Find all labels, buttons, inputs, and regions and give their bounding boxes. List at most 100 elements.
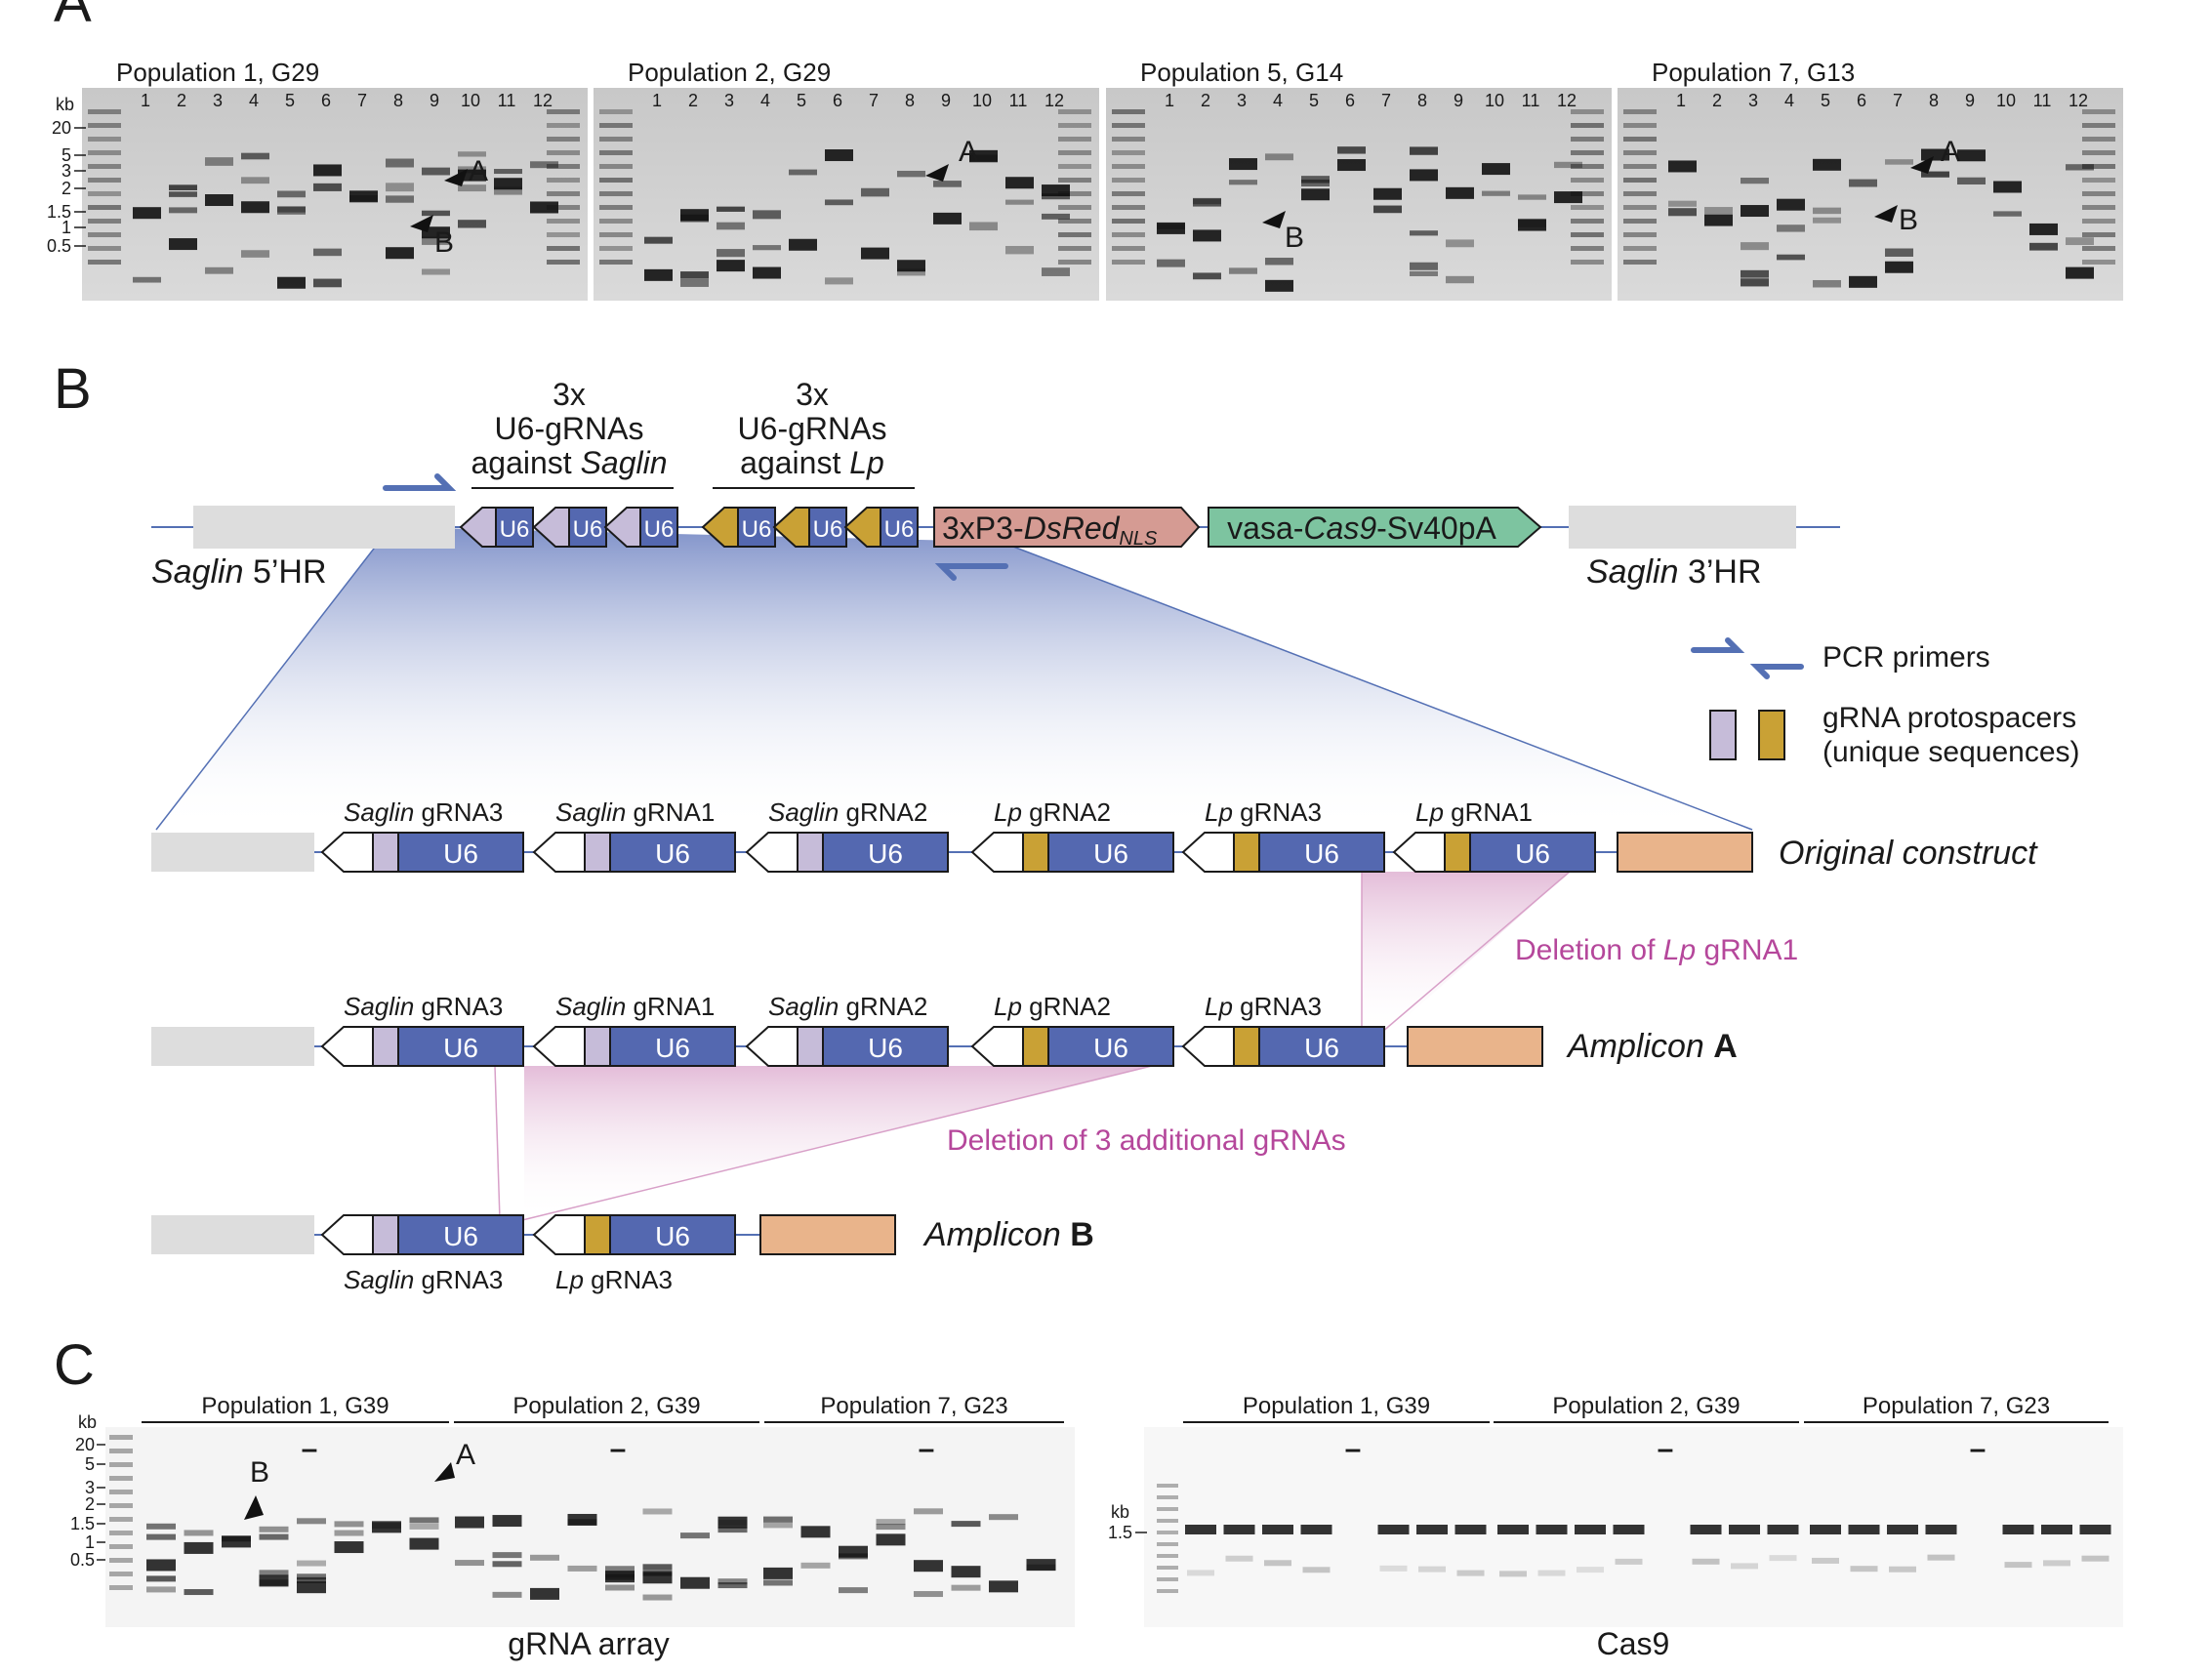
ladder-tick-label: 1.5 (70, 1514, 95, 1533)
gel-band (297, 1576, 326, 1583)
homology-arm-box (151, 1215, 314, 1254)
legend-primers-label: PCR primers (1823, 641, 1990, 674)
gel-band (1482, 190, 1510, 196)
lane-number: 5 (285, 91, 295, 110)
gel-band (644, 268, 673, 281)
gel-band (277, 206, 306, 215)
lane-number: 1 (1165, 91, 1174, 110)
gel-band (1157, 224, 1185, 229)
svg-text:3x: 3x (796, 377, 829, 412)
lane-number: 2 (1201, 91, 1210, 110)
u6-label: U6 (573, 516, 603, 543)
gel-band (241, 177, 269, 184)
gel-band (1536, 1525, 1568, 1534)
u6-label: U6 (644, 516, 675, 543)
u6-label: U6 (884, 516, 915, 543)
lane-number: 11 (1522, 91, 1540, 110)
gel-band (680, 1576, 710, 1589)
gel-band (753, 245, 781, 251)
gel-band (1416, 1525, 1448, 1534)
gel-band (184, 1589, 214, 1596)
grna-label: Saglin gRNA3 (344, 992, 503, 1021)
gel-band (897, 268, 925, 276)
gel-band (530, 1587, 559, 1600)
top-u6-cassettes: U6 U6 U6 U6 U6 U6 (459, 507, 919, 548)
gel-band (334, 1530, 364, 1536)
gel-band (567, 1565, 597, 1572)
lane-number: 2 (1712, 91, 1722, 110)
band-arrow-icon (1910, 156, 1934, 174)
gel-band (969, 154, 998, 163)
gel-band (409, 1537, 439, 1550)
band-arrow-icon (244, 1495, 264, 1520)
gel-band (1518, 219, 1546, 231)
gel-band (642, 1564, 673, 1571)
gel-band (914, 1591, 943, 1598)
gel-band (1026, 1564, 1056, 1571)
grna-u6-cassette: U6 Saglin gRNA3 (320, 992, 524, 1067)
gel-band (1554, 161, 1582, 169)
grna-u6-cassette: U6 Saglin gRNA1 (532, 797, 736, 873)
u6-box (1047, 832, 1174, 873)
protospacer-box (584, 1026, 611, 1067)
grna-label: Lp gRNA3 (1205, 797, 1322, 827)
gel-band (1925, 1525, 1957, 1534)
gel-band (1446, 239, 1474, 248)
panel-c-letter: C (54, 1333, 95, 1397)
gel-band (642, 1508, 673, 1515)
gel-image (82, 88, 588, 301)
gel-band (259, 1570, 289, 1576)
gel-band (146, 1523, 176, 1530)
gel-band (717, 249, 745, 258)
gel-band (789, 238, 817, 251)
band-label: A (456, 1439, 475, 1471)
gel-band (789, 169, 817, 176)
lane-number: 9 (1454, 91, 1463, 110)
grna-u6-cassette: U6 Lp gRNA2 (970, 992, 1174, 1067)
population-group-label: Population 7, G23 (820, 1393, 1007, 1419)
deletion-three-grnas-label: Deletion of 3 additional gRNAs (947, 1124, 1346, 1157)
gel-band (1704, 207, 1733, 215)
gel-band (146, 1533, 176, 1540)
gel-band (409, 1517, 439, 1524)
gel-band (313, 183, 342, 191)
svg-text:against Lp: against Lp (740, 445, 884, 480)
gel-image (1106, 88, 1612, 301)
gel-band (2041, 1525, 2072, 1534)
gel-band (1499, 1571, 1527, 1577)
population-group-label: Population 1, G39 (1243, 1393, 1430, 1419)
band-label: B (434, 226, 454, 259)
ladder-tick-label: 5 (85, 1454, 95, 1474)
gel-band (2066, 237, 2094, 246)
lane-number: 4 (1784, 91, 1794, 110)
population-group-label: Population 7, G23 (1863, 1393, 2050, 1419)
negative-control-mark: – (1658, 1433, 1674, 1465)
lane-number: 7 (869, 91, 879, 110)
gel-band (492, 1561, 522, 1568)
gel-band (1741, 205, 1769, 218)
grna-label: Lp gRNA1 (1415, 797, 1533, 827)
gel-band (951, 1521, 981, 1528)
band-label: A (959, 136, 978, 168)
gel-band (372, 1521, 401, 1533)
gel-band (1849, 275, 1877, 288)
u6-label: U6 (868, 1033, 903, 1063)
gel-band (1848, 1525, 1880, 1534)
gel-band (1613, 1525, 1645, 1534)
gel-band (1537, 1570, 1566, 1576)
gel-band (1482, 163, 1510, 176)
gel-band (422, 167, 450, 176)
lane-number: 8 (905, 91, 915, 110)
gel-band (933, 212, 962, 225)
gel-band (455, 1560, 484, 1567)
gel-band (605, 1571, 635, 1577)
gel-band (1373, 205, 1402, 214)
gel-band (825, 199, 853, 206)
gel-band (259, 1533, 289, 1540)
grna-u6-cassette: U6 Saglin gRNA2 (745, 992, 949, 1067)
fan-edge-left (155, 526, 391, 831)
u6-label: U6 (655, 1033, 690, 1063)
gel-band (1577, 1567, 1604, 1573)
grna-label: Lp gRNA2 (994, 992, 1111, 1021)
gel-band (1264, 1560, 1291, 1567)
